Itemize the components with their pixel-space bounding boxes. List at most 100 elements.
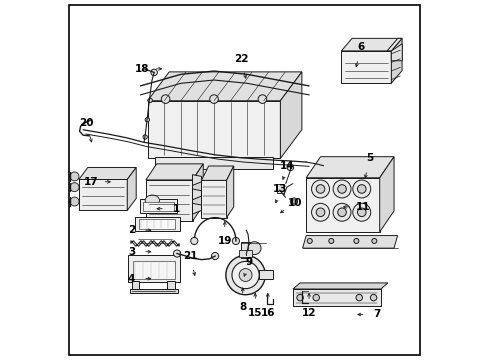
Polygon shape (390, 44, 402, 61)
Circle shape (231, 261, 259, 289)
Bar (129, 289, 178, 293)
Text: 5: 5 (366, 153, 373, 163)
Circle shape (190, 237, 198, 244)
Polygon shape (145, 164, 203, 180)
Circle shape (328, 238, 333, 243)
Text: 1: 1 (172, 204, 180, 214)
Polygon shape (292, 289, 380, 306)
Text: 6: 6 (357, 42, 364, 52)
Circle shape (296, 294, 303, 301)
Circle shape (209, 95, 218, 103)
Circle shape (225, 255, 265, 295)
Ellipse shape (145, 195, 159, 206)
Polygon shape (79, 167, 136, 180)
Circle shape (353, 238, 358, 243)
Circle shape (332, 203, 350, 221)
Text: 16: 16 (260, 308, 274, 318)
Text: 22: 22 (233, 54, 247, 64)
Bar (239, 250, 251, 257)
Circle shape (306, 238, 312, 243)
Polygon shape (145, 180, 192, 221)
Text: 2: 2 (128, 225, 135, 235)
Circle shape (357, 185, 366, 193)
Bar (155, 157, 273, 169)
Text: 9: 9 (245, 257, 252, 267)
Text: 18: 18 (135, 64, 149, 74)
Text: 3: 3 (128, 247, 135, 257)
Polygon shape (79, 180, 127, 211)
Circle shape (173, 250, 180, 257)
Circle shape (311, 203, 329, 221)
Bar (131, 281, 139, 291)
Circle shape (371, 238, 376, 243)
Text: 17: 17 (83, 177, 98, 187)
Bar (276, 184, 284, 193)
Circle shape (239, 269, 251, 282)
Polygon shape (201, 166, 233, 180)
Circle shape (151, 69, 157, 76)
Circle shape (316, 208, 324, 217)
Circle shape (332, 180, 350, 198)
Polygon shape (147, 72, 301, 101)
Circle shape (161, 95, 169, 103)
Text: 19: 19 (217, 236, 231, 246)
Text: 12: 12 (301, 308, 316, 318)
Text: 8: 8 (239, 302, 246, 312)
Circle shape (352, 203, 370, 221)
Polygon shape (292, 283, 387, 289)
Text: 11: 11 (355, 202, 369, 212)
Polygon shape (127, 167, 136, 211)
Text: 13: 13 (273, 184, 287, 194)
Bar (143, 202, 174, 211)
Polygon shape (192, 175, 201, 185)
Circle shape (290, 198, 297, 205)
Circle shape (211, 252, 218, 260)
Polygon shape (302, 235, 397, 248)
Circle shape (316, 185, 324, 193)
Bar (133, 261, 174, 279)
Bar (135, 217, 180, 231)
Circle shape (142, 135, 147, 139)
Circle shape (311, 180, 329, 198)
Circle shape (337, 185, 346, 193)
Polygon shape (305, 178, 379, 232)
Text: 4: 4 (127, 274, 135, 284)
Circle shape (352, 180, 370, 198)
Polygon shape (192, 203, 201, 214)
Polygon shape (226, 166, 233, 218)
Circle shape (232, 237, 239, 244)
Bar (128, 255, 180, 282)
Polygon shape (341, 51, 390, 83)
Polygon shape (192, 164, 203, 221)
Bar (139, 220, 175, 229)
Polygon shape (280, 72, 301, 158)
Ellipse shape (70, 172, 79, 181)
Circle shape (247, 242, 261, 255)
Text: 20: 20 (79, 118, 94, 128)
Circle shape (355, 294, 362, 301)
Text: 15: 15 (247, 308, 262, 318)
Polygon shape (131, 240, 179, 246)
Circle shape (286, 164, 293, 171)
Bar (140, 199, 177, 213)
Text: 10: 10 (287, 198, 301, 208)
Circle shape (337, 208, 346, 217)
Bar (167, 281, 174, 291)
Circle shape (312, 294, 319, 301)
Ellipse shape (70, 197, 79, 206)
Circle shape (292, 200, 295, 203)
Circle shape (145, 118, 149, 122)
Polygon shape (305, 157, 393, 178)
Bar (241, 242, 249, 258)
Ellipse shape (70, 183, 79, 192)
Text: 21: 21 (183, 251, 197, 261)
Circle shape (369, 294, 376, 301)
Polygon shape (147, 101, 280, 158)
Polygon shape (201, 180, 226, 218)
Text: 14: 14 (280, 161, 294, 171)
Text: 7: 7 (373, 310, 380, 319)
Circle shape (357, 208, 366, 217)
Circle shape (258, 95, 266, 103)
Polygon shape (379, 157, 393, 232)
Polygon shape (192, 189, 201, 200)
